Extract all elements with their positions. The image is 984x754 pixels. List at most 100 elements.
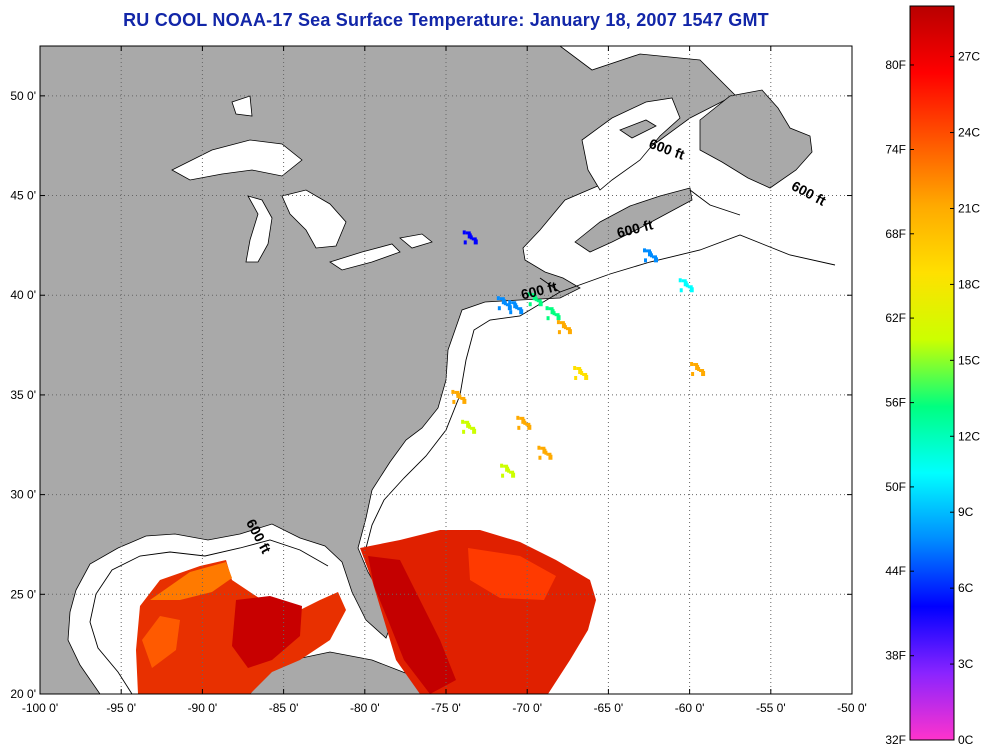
colorbar-ticks: 0C 3C 6C 9C 12C 15C 18C 21C 24C 27C 32F 38F 44F 50F 56… bbox=[885, 50, 980, 747]
sst-pixel bbox=[550, 309, 555, 315]
colorbar-label-f: 50F bbox=[885, 480, 906, 494]
colorbar-label-c: 15C bbox=[958, 353, 980, 367]
sst-pixel bbox=[508, 300, 512, 305]
colorbar-label-c: 27C bbox=[958, 50, 980, 64]
sst-pixel bbox=[538, 301, 543, 307]
sst-pixel bbox=[461, 419, 465, 424]
sst-pixel bbox=[527, 292, 531, 297]
sst-pixel bbox=[699, 369, 705, 373]
sst-patches bbox=[451, 230, 706, 478]
colorbar-label-f: 56F bbox=[885, 396, 906, 410]
sst-pixel bbox=[678, 278, 682, 283]
sst-pixel bbox=[584, 374, 589, 380]
lon-tick-label: -80 0' bbox=[350, 701, 380, 715]
sst-pixel bbox=[546, 316, 550, 321]
land-nova-scotia bbox=[574, 187, 693, 253]
sst-pixel bbox=[554, 313, 560, 317]
sst-pixel bbox=[548, 307, 554, 311]
sst-pixel bbox=[516, 415, 520, 420]
lat-tick-label: 25 0' bbox=[10, 587, 36, 601]
lon-tick-label: -100 0' bbox=[22, 701, 58, 715]
lon-tick-label: -90 0' bbox=[188, 701, 218, 715]
lat-tick-label: 20 0' bbox=[10, 687, 36, 701]
great-lakes bbox=[171, 95, 433, 271]
sst-pixel bbox=[690, 362, 694, 367]
sst-pixel bbox=[471, 237, 477, 241]
sst-pixel bbox=[556, 315, 561, 321]
sst-pixel bbox=[545, 306, 549, 311]
sst-pixel bbox=[452, 399, 456, 404]
sst-pixel bbox=[496, 296, 500, 301]
sst-pixel bbox=[511, 301, 517, 305]
lon-tick-label: -70 0' bbox=[512, 701, 542, 715]
sst-pixel bbox=[681, 279, 687, 283]
sst-pixel bbox=[536, 299, 542, 303]
colorbar: 0C 3C 6C 9C 12C 15C 18C 21C 24C 27C 32F 38F 44F 50F 56… bbox=[885, 5, 980, 747]
sst-pixel bbox=[456, 392, 461, 398]
colorbar-label-c: 0C bbox=[958, 733, 974, 747]
anticosti-island bbox=[619, 119, 657, 139]
sst-pixel bbox=[532, 295, 537, 301]
sst-pixel bbox=[646, 249, 651, 253]
sst-pixel bbox=[519, 416, 525, 420]
sst-pixel bbox=[557, 330, 561, 335]
sst-pixel bbox=[689, 287, 694, 293]
sst-pixel bbox=[574, 375, 578, 380]
sst-pixel bbox=[472, 428, 477, 434]
map-title: RU COOL NOAA-17 Sea Surface Temperature:… bbox=[123, 10, 769, 30]
colorbar-label-c: 3C bbox=[958, 657, 974, 671]
colorbar-label-f: 62F bbox=[885, 311, 906, 325]
colorbar-label-f: 80F bbox=[885, 58, 906, 72]
lat-tick-label: 40 0' bbox=[10, 288, 36, 302]
sst-pixel bbox=[559, 321, 565, 325]
lat-tick-label: 50 0' bbox=[10, 89, 36, 103]
lon-tick-label: -55 0' bbox=[756, 701, 786, 715]
colorbar-label-c: 21C bbox=[958, 201, 980, 215]
sst-pixel bbox=[693, 363, 699, 367]
sst-pixel bbox=[517, 307, 523, 311]
sst-pixel bbox=[462, 429, 466, 434]
sst-pixel bbox=[643, 248, 646, 253]
isobath-600ft bbox=[89, 189, 836, 694]
lon-tick-label: -75 0' bbox=[431, 701, 461, 715]
sst-pixel bbox=[537, 445, 541, 450]
sst-pixel bbox=[527, 424, 532, 430]
sst-pixel bbox=[701, 371, 706, 377]
sst-pixel bbox=[542, 448, 547, 454]
sst-pixel bbox=[454, 390, 460, 394]
axis-ticks bbox=[39, 46, 853, 695]
colorbar-label-c: 6C bbox=[958, 581, 974, 595]
lat-tick-label: 35 0' bbox=[10, 388, 36, 402]
sst-pixel bbox=[511, 472, 516, 478]
sst-pixel bbox=[521, 418, 526, 424]
longitude-tick-labels: -100 0' -95 0' -90 0' -85 0' -80 0' -75 0' -70… bbox=[22, 701, 867, 715]
sst-pixel bbox=[578, 368, 583, 374]
latitude-tick-labels: 20 0' 25 0' 30 0' 35 0' 40 0' 45 0' 50 0' bbox=[10, 89, 36, 701]
sst-pixel bbox=[565, 327, 571, 331]
sst-pixel bbox=[503, 464, 509, 468]
sst-pixel bbox=[530, 293, 536, 297]
sst-pixel bbox=[528, 302, 532, 307]
sst-pixel bbox=[548, 454, 553, 460]
sst-pixel bbox=[644, 258, 647, 263]
sst-pixel bbox=[683, 281, 688, 287]
sst-pixel bbox=[467, 233, 472, 239]
sst-pixel bbox=[501, 473, 505, 478]
sst-pixel bbox=[497, 306, 501, 311]
colorbar-label-f: 32F bbox=[885, 733, 906, 747]
sst-pixel bbox=[509, 310, 513, 315]
sst-pixel bbox=[501, 299, 506, 305]
sst-pixel bbox=[679, 288, 683, 293]
sst-pixel bbox=[470, 426, 476, 430]
sst-pixel bbox=[517, 425, 521, 430]
sst-pixel bbox=[462, 398, 467, 404]
lon-tick-label: -85 0' bbox=[269, 701, 299, 715]
sst-pixel bbox=[576, 366, 582, 370]
sst-pixel bbox=[473, 239, 478, 245]
sst-pixel bbox=[505, 466, 510, 472]
sst-warm-gulf bbox=[136, 530, 596, 694]
sst-pixel bbox=[499, 297, 505, 301]
sst-pixel bbox=[556, 320, 560, 325]
sst-pixel bbox=[505, 303, 511, 307]
